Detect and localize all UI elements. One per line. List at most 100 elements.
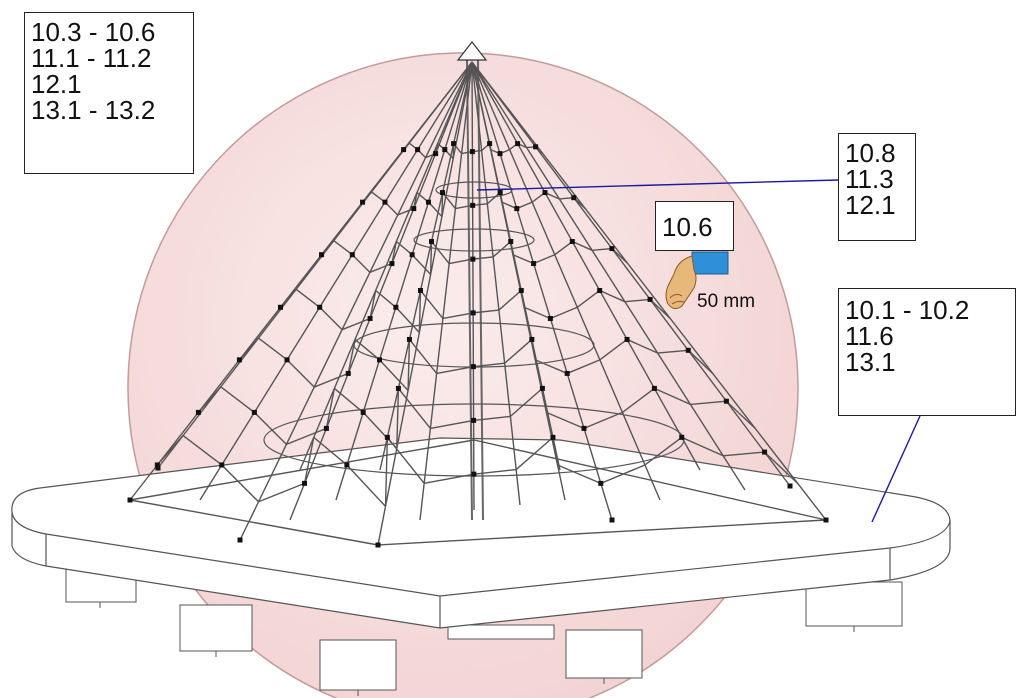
rope-segment xyxy=(286,359,315,388)
rope-segment xyxy=(397,387,431,429)
rope-segment xyxy=(509,387,543,417)
rope-segment xyxy=(501,201,518,210)
rope-connector xyxy=(531,261,537,267)
rope-segment xyxy=(333,240,353,256)
rope-connector xyxy=(497,190,503,196)
rope-segment xyxy=(182,434,223,466)
rope-connector xyxy=(360,409,366,415)
callout-line: 11.1 - 11.2 xyxy=(31,43,152,73)
rope-segment xyxy=(419,290,444,319)
rope-connector xyxy=(323,425,329,431)
rope-segment xyxy=(303,437,315,484)
rope-segment xyxy=(429,241,433,275)
rope-segment xyxy=(391,241,398,264)
rope-connector xyxy=(514,206,520,212)
rope-segment xyxy=(523,306,551,320)
rope-segment xyxy=(557,464,602,485)
rope-segment xyxy=(436,365,474,375)
footings xyxy=(65,559,903,696)
footing xyxy=(805,581,903,627)
rope-segment xyxy=(253,411,287,445)
rope-connector xyxy=(442,147,448,153)
rope-segment xyxy=(552,437,559,466)
rope-connector xyxy=(237,537,243,543)
rope-connector xyxy=(470,364,476,370)
rope-segment xyxy=(199,61,473,501)
rope-connector xyxy=(533,144,539,150)
rope-segment xyxy=(295,288,321,308)
rope-segment xyxy=(550,306,578,320)
rope-connector xyxy=(823,517,829,523)
rope-connector xyxy=(409,252,415,258)
rope-segment xyxy=(395,306,420,333)
rope-connector xyxy=(415,147,421,153)
rope-segment xyxy=(396,388,400,449)
rope-segment xyxy=(533,254,555,265)
rope-connector xyxy=(367,315,373,321)
rope-segment xyxy=(654,387,691,406)
rope-segment xyxy=(471,61,791,487)
rope-segment xyxy=(379,359,409,391)
rope-segment xyxy=(473,439,827,521)
rope-segment xyxy=(690,400,727,406)
rope-connector xyxy=(251,409,257,415)
rope-segment xyxy=(354,338,380,361)
footing xyxy=(319,639,397,691)
rope-connector xyxy=(345,370,351,376)
callout-top-left: 10.3 - 10.6 11.1 - 11.2 12.1 13.1 - 13.2 xyxy=(24,12,194,174)
rope-connector xyxy=(319,252,325,258)
rope-connector xyxy=(547,315,553,321)
rope-segment xyxy=(325,388,336,429)
rope-connector xyxy=(401,147,407,153)
rope-segment xyxy=(413,192,418,209)
rope-segment xyxy=(554,240,573,256)
rope-segment xyxy=(419,61,473,521)
rope-connector xyxy=(429,239,435,245)
rope-connector xyxy=(569,239,575,245)
rope-connector xyxy=(349,252,355,258)
measurement-label: 50 mm xyxy=(697,291,756,312)
rope-segment xyxy=(129,439,475,501)
rope-segment xyxy=(286,427,327,446)
callout-line: 11.3 xyxy=(845,164,894,194)
rope-segment xyxy=(156,435,184,466)
callout-line: 10.1 - 10.2 xyxy=(845,295,970,325)
rope-segment xyxy=(395,240,413,256)
rope-connector xyxy=(542,190,548,196)
rope-connector xyxy=(451,141,457,147)
rope-segment xyxy=(681,436,724,457)
rope-connector xyxy=(787,483,793,489)
rope-connector xyxy=(539,385,545,391)
rope-connector xyxy=(277,304,283,310)
rope-connector xyxy=(564,370,570,376)
rope-connector xyxy=(762,449,768,455)
rope-segment xyxy=(379,61,473,471)
rope-segment xyxy=(221,464,260,503)
rope-segment xyxy=(723,451,765,457)
rope-segment xyxy=(442,312,474,320)
rope-connector xyxy=(417,287,423,293)
rope-segment xyxy=(516,201,533,210)
rope-connector xyxy=(497,151,503,157)
rope-segment xyxy=(455,204,473,210)
rope-segment xyxy=(566,359,601,375)
rope-segment xyxy=(441,192,444,217)
rope-segment xyxy=(430,419,474,430)
rope-segment xyxy=(621,387,655,413)
rope-segment xyxy=(411,254,432,275)
rope-segment xyxy=(129,499,379,546)
callout-right: 10.1 - 10.2 11.6 13.1 xyxy=(838,288,1016,416)
rope-connector xyxy=(393,304,399,310)
rope-connector xyxy=(344,462,350,468)
rope-connector xyxy=(433,151,439,157)
rope-segment xyxy=(408,339,438,374)
rope-connector xyxy=(487,141,493,147)
rope-segment xyxy=(764,451,799,484)
callout-line: 10.3 - 10.6 xyxy=(31,17,156,47)
rope-segment xyxy=(313,372,349,388)
rope-segment xyxy=(333,387,364,413)
rope-segment xyxy=(498,289,522,311)
leader-lines xyxy=(476,179,921,523)
rope-segment xyxy=(386,436,425,484)
